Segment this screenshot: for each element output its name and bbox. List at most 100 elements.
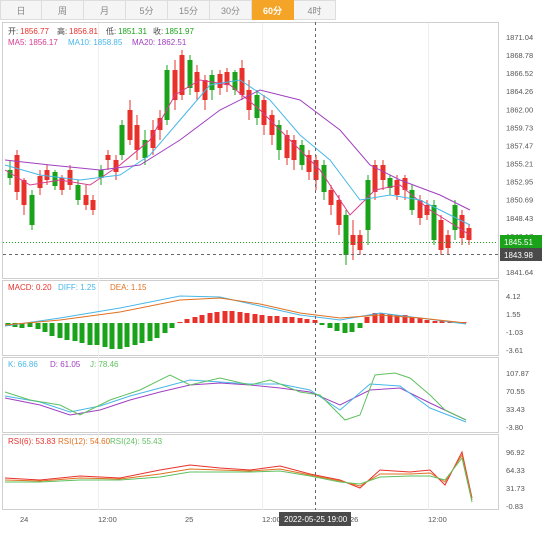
macd-axis-tick: 1.55	[506, 310, 521, 319]
ma20-line	[4, 89, 471, 211]
rsi-axis-tick: 96.92	[506, 448, 525, 457]
candle-body	[313, 160, 319, 180]
tab-3[interactable]: 5分	[126, 0, 168, 20]
macd-series	[4, 295, 467, 349]
candle-body	[417, 200, 423, 218]
price-axis-tick: 1859.73	[506, 123, 533, 132]
macd-histogram-bar	[222, 311, 228, 323]
rsi6-label: RSI(6): 53.83	[8, 437, 56, 446]
macd-histogram-bar	[177, 322, 183, 323]
tab-4[interactable]: 15分	[168, 0, 210, 20]
ma20-label: MA20: 1862.51	[132, 38, 187, 47]
macd-histogram-bar	[342, 323, 348, 333]
candle-body	[75, 185, 81, 200]
macd-histogram-bar	[162, 323, 168, 333]
tab-7[interactable]: 4时	[294, 0, 336, 20]
candle-body	[372, 165, 378, 192]
macd-histogram-bar	[387, 314, 393, 323]
candle-body	[299, 145, 305, 165]
rsi6-line	[4, 450, 473, 499]
macd-histogram-bar	[42, 323, 48, 332]
price-axis-tick: 1871.04	[506, 33, 533, 42]
kdj-axis-tick: -3.80	[506, 423, 523, 432]
candle-body	[67, 170, 73, 185]
dea-label: DEA: 1.15	[110, 283, 147, 292]
macd-histogram-bar	[379, 313, 385, 323]
macd-histogram-bar	[432, 321, 438, 323]
macd-histogram-bar	[19, 323, 25, 328]
macd-histogram-bar	[79, 323, 85, 343]
candlestick-series	[7, 50, 472, 265]
time-axis-tick: 25	[185, 515, 193, 524]
time-axis-tick: 12:00	[262, 515, 281, 524]
current-price-tag: 1845.51	[504, 238, 533, 247]
price-axis-tick: 1866.52	[506, 69, 533, 78]
tab-2[interactable]: 月	[84, 0, 126, 20]
rsi12-label: RSI(12): 54.60	[58, 437, 111, 446]
rsi-axis-tick: 31.73	[506, 484, 525, 493]
candle-body	[179, 55, 185, 95]
macd-histogram-bar	[409, 317, 415, 323]
ma5-label: MA5: 1856.17	[8, 38, 58, 47]
price-axis-tick: 1852.95	[506, 178, 533, 187]
candle-body	[328, 190, 334, 205]
candle-body	[350, 235, 356, 245]
candle-body	[445, 235, 451, 248]
macd-histogram-bar	[49, 323, 55, 336]
macd-histogram-bar	[312, 320, 318, 323]
macd-histogram-bar	[35, 323, 41, 329]
candle-body	[202, 80, 208, 100]
candle-body	[224, 72, 230, 85]
macd-panel-frame	[2, 280, 499, 356]
macd-histogram-bar	[274, 316, 280, 323]
candle-body	[29, 195, 35, 225]
candle-body	[402, 178, 408, 190]
macd-histogram-bar	[139, 323, 145, 343]
candle-body	[269, 115, 275, 135]
rsi-axis-tick: 64.33	[506, 466, 525, 475]
macd-histogram-bar	[72, 323, 78, 341]
tab-6[interactable]: 60分	[252, 0, 294, 20]
macd-label: MACD: 0.20	[8, 283, 52, 292]
crosshair-time-tag: 2022-05-25 19:00	[284, 515, 348, 524]
price-axis-tick: 1857.47	[506, 141, 533, 150]
macd-histogram-bar	[117, 323, 123, 349]
high-label: 高:	[57, 26, 67, 36]
rsi-axis-tick: -0.83	[506, 502, 523, 511]
candle-body	[98, 170, 104, 178]
low-label: 低:	[106, 26, 116, 36]
macd-histogram-bar	[199, 315, 205, 323]
macd-axis-tick: -3.61	[506, 346, 523, 355]
candle-body	[7, 170, 13, 178]
candle-body	[276, 125, 282, 150]
macd-histogram-bar	[184, 319, 190, 323]
macd-histogram-bar	[439, 321, 445, 323]
macd-histogram-bar	[132, 323, 138, 345]
rsi12-line	[4, 453, 473, 501]
candle-body	[261, 100, 267, 125]
low-value: 1851.31	[118, 27, 147, 36]
time-axis-tick: 12:00	[428, 515, 447, 524]
tab-0[interactable]: 日	[0, 0, 42, 20]
macd-histogram-bar	[297, 318, 303, 323]
tab-1[interactable]: 周	[42, 0, 84, 20]
candle-body	[105, 155, 111, 160]
candle-body	[321, 165, 327, 192]
current-price-tag-bg	[500, 235, 542, 248]
macd-histogram-bar	[349, 323, 355, 332]
candle-body	[254, 95, 260, 118]
macd-histogram-bar	[259, 315, 265, 323]
macd-histogram-bar	[424, 320, 430, 323]
macd-histogram-bar	[402, 315, 408, 323]
tab-5[interactable]: 30分	[210, 0, 252, 20]
candle-body	[150, 130, 156, 148]
macd-histogram-bar	[94, 323, 100, 345]
crosshair-price-tag: 1843.98	[504, 251, 533, 260]
dea-line	[4, 297, 467, 326]
kdj-j-line	[4, 372, 467, 421]
kdj-d-label: D: 61.05	[50, 360, 81, 369]
macd-histogram-bar	[237, 312, 243, 323]
macd-histogram-bar	[372, 313, 378, 323]
macd-histogram-bar	[207, 313, 213, 323]
